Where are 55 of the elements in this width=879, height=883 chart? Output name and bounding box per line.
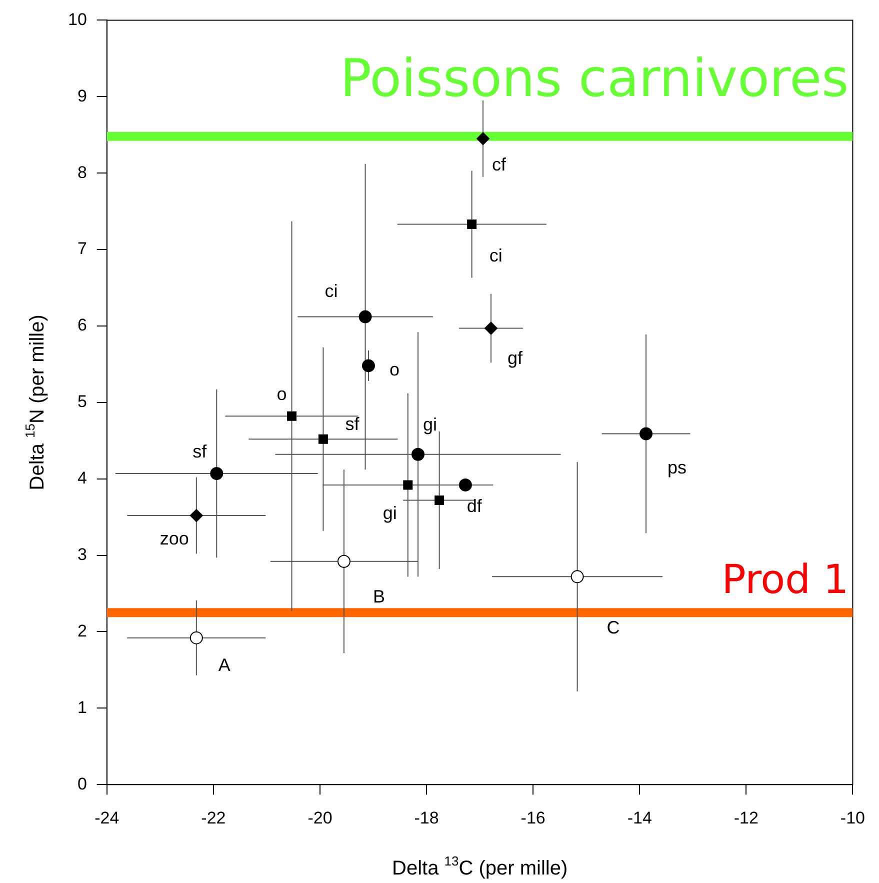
point <box>467 220 477 230</box>
point <box>434 496 444 505</box>
point <box>412 448 425 461</box>
point <box>403 480 413 490</box>
annotation: zoo <box>160 528 189 548</box>
y-tick-label: 0 <box>77 774 87 794</box>
annotation: gi <box>382 502 397 523</box>
point <box>318 434 328 444</box>
y-tick-label: 6 <box>77 316 87 335</box>
ref-line-label: Poissons carnivores <box>340 48 849 109</box>
y-tick-label: 7 <box>77 239 87 258</box>
ref-line-label: Prod 1 <box>722 557 849 603</box>
x-tick-label: -18 <box>414 808 439 828</box>
point <box>210 466 224 480</box>
annotation: sf <box>345 414 360 434</box>
x-tick-label: -10 <box>840 808 866 828</box>
x-tick-label: -20 <box>308 808 332 828</box>
y-tick-label: 9 <box>77 86 87 106</box>
annotation: gf <box>507 348 524 368</box>
point <box>476 132 490 146</box>
x-tick-label: -16 <box>520 808 546 828</box>
annotation: B <box>372 586 385 606</box>
x-tick-label: -12 <box>734 808 758 828</box>
y-tick-label: 1 <box>77 698 87 717</box>
annotation: gi <box>423 414 438 434</box>
point <box>190 631 203 644</box>
y-tick-label: 8 <box>77 162 87 182</box>
annotation: ps <box>668 458 687 478</box>
annotation: o <box>276 384 287 404</box>
y-tick-label: 10 <box>68 10 87 29</box>
annotation: sf <box>192 441 208 462</box>
point <box>640 427 653 440</box>
x-tick-label: -22 <box>201 808 226 828</box>
point <box>362 359 375 372</box>
annotation: ci <box>489 245 502 266</box>
annotation: o <box>389 360 400 380</box>
annotation: C <box>606 618 620 638</box>
point <box>358 310 372 324</box>
annotation: cf <box>492 154 507 175</box>
point <box>458 478 472 492</box>
annotation: ci <box>324 280 338 301</box>
point <box>484 322 498 335</box>
annotation: A <box>218 654 230 675</box>
y-tick-label: 2 <box>77 621 87 640</box>
x-tick-label: -24 <box>94 808 120 828</box>
point <box>287 411 297 421</box>
annotation: df <box>466 496 483 516</box>
y-tick-label: 5 <box>77 392 87 412</box>
y-tick-label: 4 <box>77 468 87 488</box>
point <box>190 509 203 522</box>
point <box>337 554 350 568</box>
y-tick-label: 3 <box>77 544 87 564</box>
y-axis-title: Delta 15N (per mille) <box>22 314 49 490</box>
point <box>570 570 584 584</box>
x-tick-label: -14 <box>627 808 652 828</box>
